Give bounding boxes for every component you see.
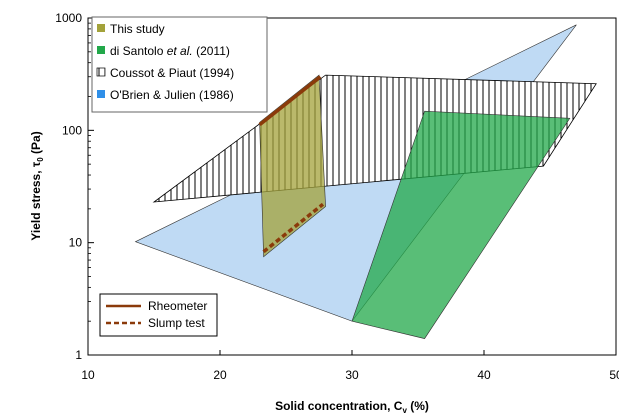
- legend-label: di Santolo et al. (2011): [110, 44, 230, 58]
- legend-label: O'Brien & Julien (1986): [110, 88, 234, 102]
- region-this-study: [259, 74, 326, 258]
- x-tick-label: 50: [609, 368, 619, 382]
- y-tick-label: 1000: [55, 11, 82, 25]
- region-di-santolo-et-al-2011: [351, 110, 571, 339]
- legend-swatch: [97, 24, 105, 32]
- y-tick-label: 10: [69, 236, 83, 250]
- line-legend: Rheometer Slump test: [99, 293, 218, 337]
- x-tick-label: 30: [345, 368, 359, 382]
- legend-line-label: Slump test: [148, 316, 205, 330]
- legend-swatch: [96, 67, 106, 77]
- region-legend: This study di Santolo et al. (2011) Cousso…: [91, 16, 268, 113]
- x-tick-label: 40: [477, 368, 491, 382]
- x-axis-ticks: 10 20 30 40 50: [81, 350, 619, 382]
- data-lines: [258, 75, 325, 254]
- y-axis-ticks: 1 10 100 1000: [55, 11, 94, 362]
- y-axis-label: Yield stress, τ0 (Pa): [29, 131, 45, 240]
- plot-area: [87, 17, 617, 356]
- region-legend-box: [91, 16, 268, 113]
- legend-swatch: [97, 46, 105, 54]
- legend-line-label: Rheometer: [148, 299, 207, 313]
- x-tick-label: 20: [213, 368, 227, 382]
- x-tick-label: 10: [81, 368, 95, 382]
- data-regions: [134, 24, 597, 339]
- line-rheometer: [258, 75, 322, 127]
- x-axis-label: Solid concentration, Cv (%): [275, 399, 429, 414]
- line-legend-box: [99, 293, 218, 337]
- legend-swatch: [97, 90, 105, 98]
- line-slump-test: [262, 202, 325, 254]
- legend-label: This study: [110, 22, 165, 36]
- y-tick-label: 1: [75, 348, 82, 362]
- legend-label: Coussot & Piaut (1994): [110, 66, 234, 80]
- y-tick-label: 100: [62, 123, 82, 137]
